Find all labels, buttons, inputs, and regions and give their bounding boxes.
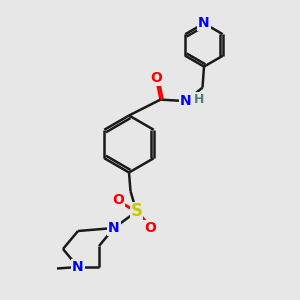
Text: H: H <box>194 93 204 106</box>
Text: S: S <box>130 202 142 220</box>
Text: N: N <box>72 260 84 274</box>
Text: O: O <box>144 221 156 235</box>
Text: N: N <box>108 221 120 235</box>
Text: N: N <box>198 16 210 30</box>
Text: O: O <box>112 193 124 207</box>
Text: O: O <box>150 71 162 85</box>
Text: N: N <box>180 94 192 108</box>
